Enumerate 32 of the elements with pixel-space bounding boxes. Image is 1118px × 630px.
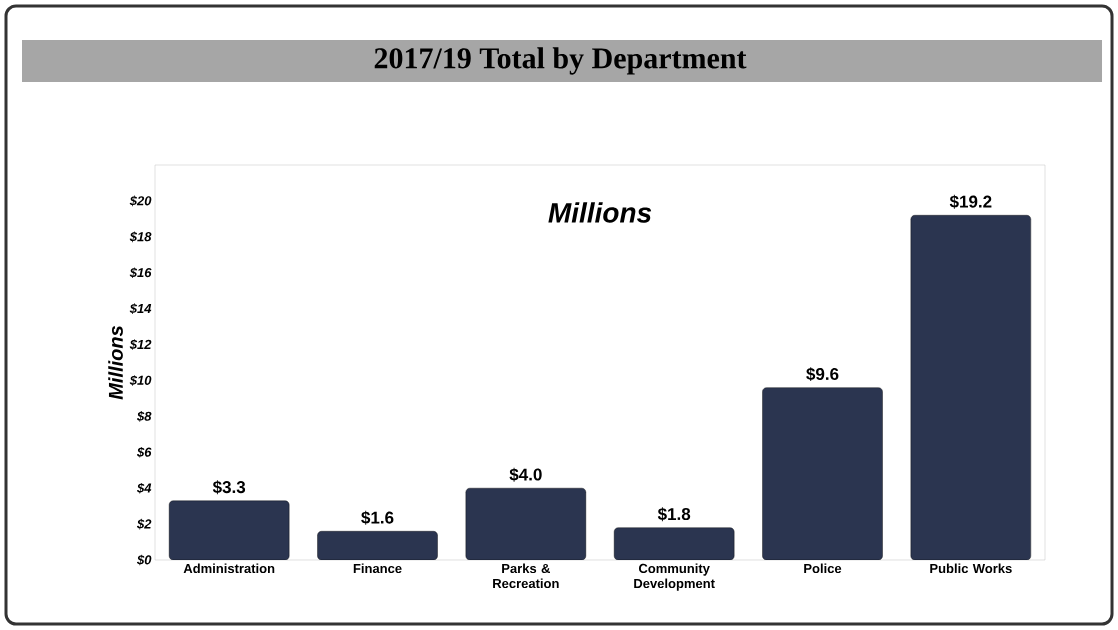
y-tick-label: $4 <box>136 482 152 494</box>
bar <box>910 215 1032 560</box>
y-tick-label: $20 <box>129 195 152 207</box>
y-tick-label: $14 <box>129 303 152 314</box>
y-tick-label: $2 <box>136 518 152 530</box>
data-label: $19.2 <box>949 194 992 209</box>
bar <box>317 531 438 560</box>
bar <box>613 527 735 560</box>
bar <box>465 487 587 560</box>
data-label: $3.3 <box>212 480 246 495</box>
bar <box>762 387 883 560</box>
y-tick-label: $16 <box>129 267 152 279</box>
y-tick-label: $6 <box>136 446 152 458</box>
x-tick-label: Police <box>804 563 842 574</box>
data-label: $1.6 <box>361 510 394 525</box>
y-tick-label: $0 <box>136 554 152 566</box>
y-axis-title: Millions <box>108 325 123 400</box>
y-tick-label: $10 <box>129 375 152 386</box>
y-tick-label: $18 <box>129 231 152 243</box>
data-label: $9.6 <box>806 367 839 382</box>
x-tick-label: Public Works <box>930 563 1012 574</box>
bar <box>168 500 290 560</box>
x-tick-label: Finance <box>353 563 402 574</box>
annotation: Millions <box>548 202 652 223</box>
chart-title: 2017/19 Total by Department <box>374 47 747 75</box>
y-tick-label: $12 <box>129 339 152 350</box>
x-tick-label: Community Development <box>634 563 715 591</box>
x-tick-label: Parks & Recreation <box>493 563 559 589</box>
data-label: $4.0 <box>509 467 542 482</box>
data-label: $1.8 <box>657 507 691 522</box>
y-tick-label: $8 <box>136 411 152 422</box>
x-tick-label: Administration <box>183 563 275 574</box>
